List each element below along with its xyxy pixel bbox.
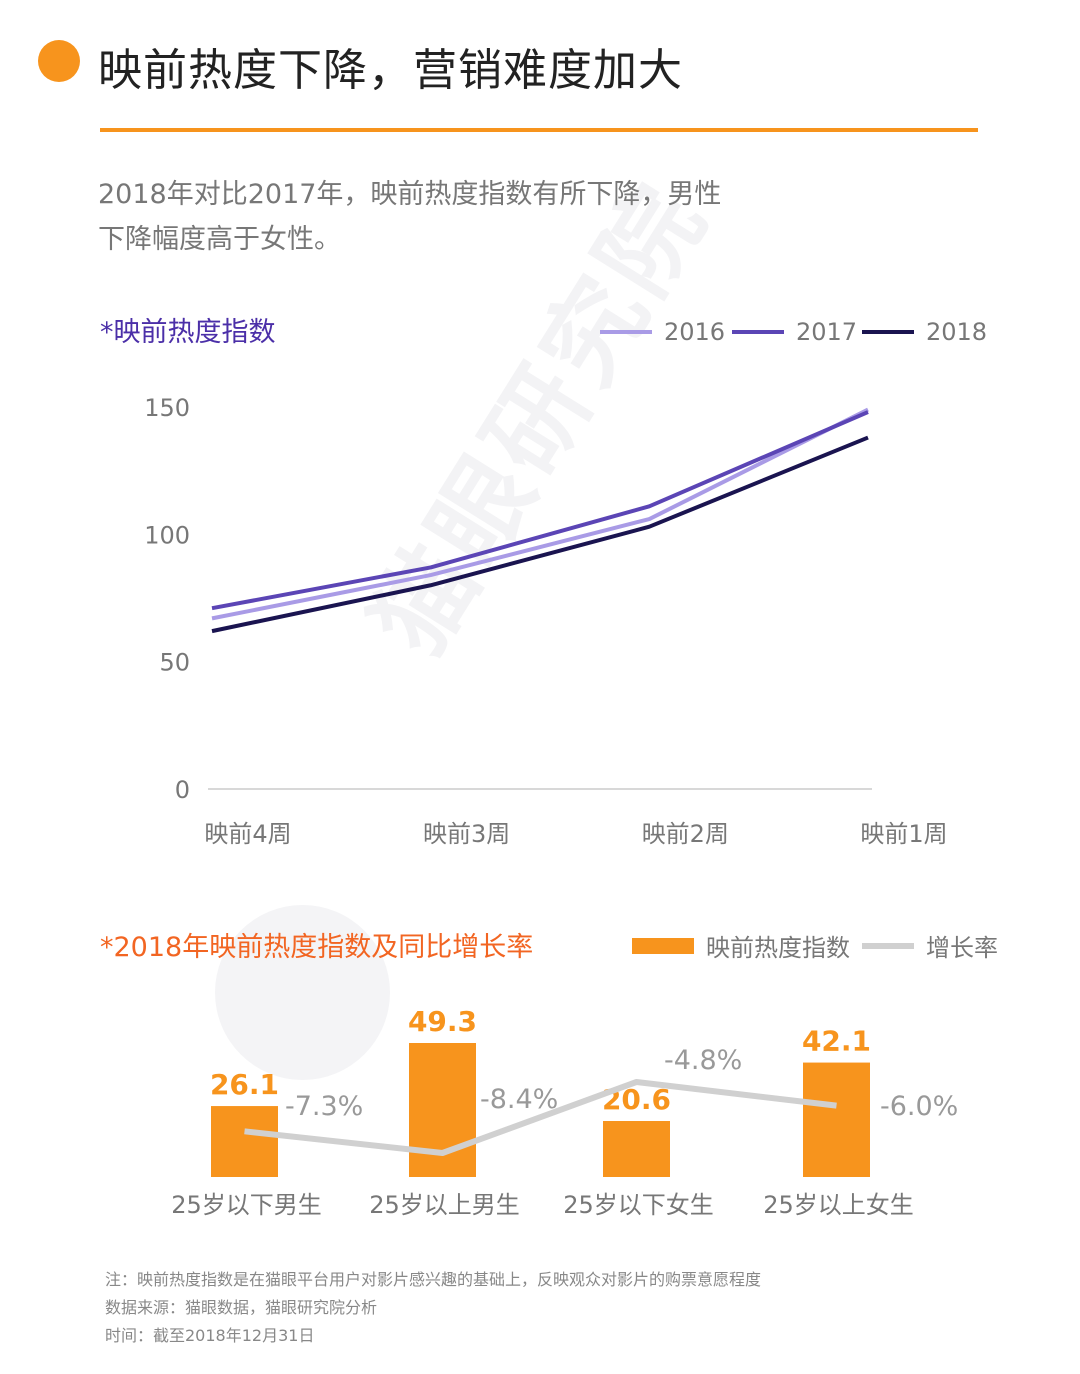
legend-label-index: 映前热度指数 — [706, 934, 850, 962]
bar-value-label: 26.1 — [210, 1068, 279, 1101]
legend-item-2018: 2018 — [862, 318, 987, 346]
bar — [803, 1062, 870, 1177]
growth-value-label: -4.8% — [664, 1045, 742, 1076]
y-tick-label: 150 — [144, 394, 190, 422]
legend-item-growth: 增长率 — [862, 928, 998, 963]
growth-value-label: -6.0% — [880, 1091, 958, 1122]
y-tick-label: 0 — [175, 776, 190, 804]
bar-value-label: 49.3 — [408, 1005, 477, 1038]
legend-label-growth: 增长率 — [926, 934, 998, 962]
bar-chart-title: *2018年映前热度指数及同比增长率 — [100, 932, 534, 963]
series-line-2018 — [211, 435, 869, 634]
legend-label-2018: 2018 — [926, 318, 988, 346]
y-tick-label: 50 — [159, 649, 190, 677]
legend-label-2017: 2017 — [796, 318, 858, 346]
bar — [603, 1121, 670, 1177]
subtitle-line-2: 下降幅度高于女性。 — [98, 224, 341, 255]
category-label: 25岁以上男生 — [369, 1191, 520, 1219]
note-time: 时间：截至2018年12月31日 — [105, 1326, 315, 1345]
y-tick-label: 100 — [144, 521, 190, 549]
legend-label-2016: 2016 — [664, 318, 726, 346]
watermark-logo-circle — [215, 905, 390, 1080]
legend-swatch-2018 — [862, 330, 914, 334]
bar — [211, 1106, 278, 1177]
title-divider — [100, 128, 978, 132]
legend-item-index: 映前热度指数 — [632, 928, 850, 963]
legend-swatch-index — [632, 937, 694, 954]
line-chart-title: *映前热度指数 — [100, 317, 276, 348]
growth-value-label: -7.3% — [285, 1091, 363, 1122]
bar — [409, 1043, 476, 1177]
title-bullet-icon — [38, 40, 80, 82]
bar-value-label: 42.1 — [802, 1025, 871, 1058]
legend-swatch-2016 — [600, 330, 652, 334]
note-definition: 注：映前热度指数是在猫眼平台用户对影片感兴趣的基础上，反映观众对影片的购票意愿程… — [105, 1270, 762, 1289]
footnotes: 注：映前热度指数是在猫眼平台用户对影片感兴趣的基础上，反映观众对影片的购票意愿程… — [105, 1266, 761, 1350]
page-title: 映前热度下降，营销难度加大 — [98, 45, 683, 96]
legend-item-2016: 2016 — [600, 318, 725, 346]
growth-value-label: -8.4% — [480, 1084, 558, 1115]
x-tick-label: 映前2周 — [642, 820, 729, 848]
subtitle: 2018年对比2017年，映前热度指数有所下降，男性 下降幅度高于女性。 — [98, 172, 738, 262]
x-tick-label: 映前1周 — [860, 820, 947, 848]
category-label: 25岁以下男生 — [171, 1191, 322, 1219]
growth-line — [244, 1079, 837, 1156]
x-tick-label: 映前4周 — [204, 820, 291, 848]
legend-item-2017: 2017 — [732, 318, 857, 346]
legend-swatch-growth — [862, 942, 914, 949]
legend-swatch-2017 — [732, 330, 784, 334]
series-line-2017 — [211, 410, 869, 611]
subtitle-line-1: 2018年对比2017年，映前热度指数有所下降，男性 — [98, 179, 722, 210]
x-tick-label: 映前3周 — [423, 820, 510, 848]
category-label: 25岁以下女生 — [563, 1191, 714, 1219]
note-source: 数据来源：猫眼数据，猫眼研究院分析 — [105, 1298, 378, 1317]
series-line-2016 — [211, 407, 869, 621]
category-label: 25岁以上女生 — [763, 1191, 914, 1219]
